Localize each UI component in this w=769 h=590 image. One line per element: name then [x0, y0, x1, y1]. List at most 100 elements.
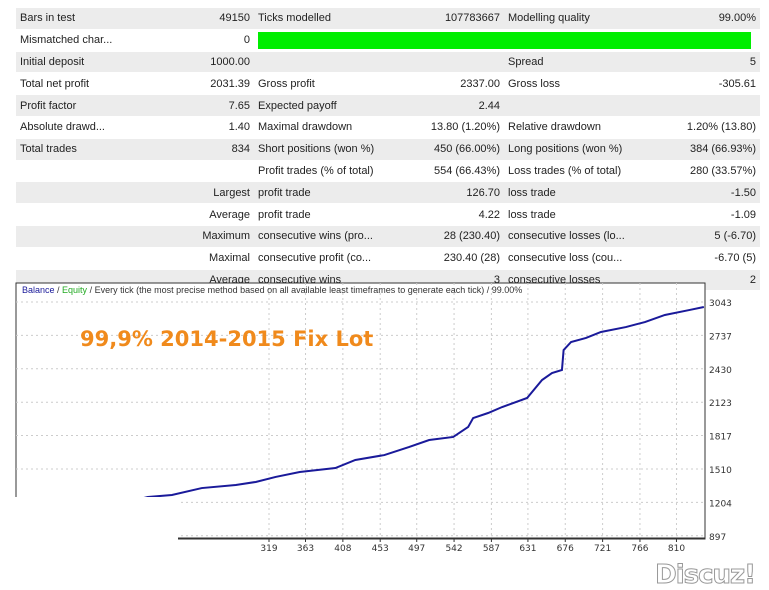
x-tick-label: 810: [668, 544, 685, 554]
cell-label: [16, 181, 170, 205]
cell-label: Long positions (won %): [504, 138, 666, 161]
report-table: Bars in test 49150 Ticks modelled 107783667…: [16, 8, 760, 292]
cell-label: [16, 247, 170, 270]
cell-label: Modelling quality: [504, 8, 666, 30]
cell-label: [16, 203, 170, 226]
cell-value: -1.09: [666, 203, 760, 226]
cell-value: -1.50: [666, 181, 760, 205]
balance-line: [96, 306, 705, 509]
cell-value: 450 (66.00%): [416, 138, 504, 161]
x-tick-label: 497: [408, 544, 425, 554]
cell-value: 230.40 (28): [416, 247, 504, 270]
cell-value: 107783667: [416, 8, 504, 30]
cell-label: Profit factor: [16, 94, 170, 117]
cell-label: profit trade: [254, 181, 416, 205]
cell-label: Initial deposit: [16, 51, 170, 74]
cell-value: 5: [666, 51, 760, 74]
cell-value: 2337.00: [416, 72, 504, 96]
y-tick-label: 1817: [709, 433, 732, 443]
balance-chart: Balance / Equity / Every tick (the most …: [0, 282, 732, 586]
cell-value: [666, 94, 760, 117]
report-row: Profit factor 7.65 Expected payoff 2.44: [16, 94, 760, 117]
cell-value: 99.00%: [666, 8, 760, 30]
cell-value: 4.22: [416, 203, 504, 226]
x-tick-label: 631: [519, 544, 536, 554]
cell-label: Ticks modelled: [254, 8, 416, 30]
discuz-watermark: Discuz!: [655, 560, 757, 590]
cell-label: Bars in test: [16, 8, 170, 30]
cell-label: loss trade: [504, 181, 666, 205]
y-tick-label: 897: [709, 533, 726, 543]
report-row: Mismatched char... 0: [16, 29, 760, 52]
report-row: Absolute drawd... 1.40 Maximal drawdown 13.…: [16, 116, 760, 139]
cell-value: -305.61: [666, 72, 760, 96]
cell-value: 1.40: [170, 116, 254, 139]
x-tick-label: 721: [594, 544, 611, 554]
cell-label: consecutive loss (cou...: [504, 247, 666, 270]
y-tick-label: 3043: [709, 299, 732, 309]
report-row: Initial deposit 1000.00 Spread 5: [16, 51, 760, 74]
plot-area: [15, 282, 706, 540]
report-row: Maximal consecutive profit (co... 230.40 (…: [16, 247, 760, 270]
cell-value: 49150: [170, 8, 254, 30]
cell-label: Loss trades (% of total): [504, 160, 666, 183]
cell-value: 1.20% (13.80): [666, 116, 760, 139]
cell-value: 384 (66.93%): [666, 138, 760, 161]
cell-label: [254, 51, 416, 74]
cell-value: 2031.39: [170, 72, 254, 96]
cell-label: consecutive wins (pro...: [254, 225, 416, 248]
x-tick-label: 676: [557, 544, 574, 554]
cell-value: [416, 51, 504, 74]
cell-label: Absolute drawd...: [16, 116, 170, 139]
cell-value: 280 (33.57%): [666, 160, 760, 183]
cell-label: profit trade: [254, 203, 416, 226]
y-tick-label: 1510: [709, 466, 732, 476]
cell-value: Largest: [170, 181, 254, 205]
cell-label: consecutive profit (co...: [254, 247, 416, 270]
cell-label: Mismatched char...: [16, 29, 170, 52]
report-row: Total trades 834 Short positions (won %) 45…: [16, 138, 760, 161]
cell-label: Gross loss: [504, 72, 666, 96]
cell-label: Gross profit: [254, 72, 416, 96]
y-tick-label: 1204: [709, 499, 732, 509]
cell-label: [16, 225, 170, 248]
cell-label: loss trade: [504, 203, 666, 226]
cell-value: 834: [170, 138, 254, 161]
report-row: Total net profit 2031.39 Gross profit 2337.…: [16, 72, 760, 96]
x-tick-label: 766: [631, 544, 648, 554]
cell-label: Profit trades (% of total): [254, 160, 416, 183]
chart-title: Balance / Equity / Every tick (the most …: [22, 285, 522, 295]
cell-value: 554 (66.43%): [416, 160, 504, 183]
cell-value: 2.44: [416, 94, 504, 117]
cell-value: Maximum: [170, 225, 254, 248]
cell-label: consecutive losses (lo...: [504, 225, 666, 248]
y-tick-label: 2123: [709, 399, 732, 409]
cell-label: Expected payoff: [254, 94, 416, 117]
x-tick-label: 408: [334, 544, 351, 554]
cell-label: Relative drawdown: [504, 116, 666, 139]
cell-label: Total trades: [16, 138, 170, 161]
x-tick-label: 453: [372, 544, 389, 554]
cropped-area: [0, 497, 178, 586]
cell-label: Maximal drawdown: [254, 116, 416, 139]
x-tick-label: 587: [483, 544, 500, 554]
cell-value: 126.70: [416, 181, 504, 205]
modelling-quality-bar: [254, 29, 760, 52]
cell-value: 7.65: [170, 94, 254, 117]
cell-value: 1000.00: [170, 51, 254, 74]
report-row: Maximum consecutive wins (pro... 28 (230.4…: [16, 225, 760, 248]
cell-label: [504, 94, 666, 117]
x-tick-label: 542: [445, 544, 462, 554]
cell-value: 0: [170, 29, 254, 52]
report-row: Bars in test 49150 Ticks modelled 107783667…: [16, 8, 760, 30]
cell-value: -6.70 (5): [666, 247, 760, 270]
cell-label: [16, 160, 170, 183]
y-tick-label: 2737: [709, 332, 732, 342]
cell-value: 13.80 (1.20%): [416, 116, 504, 139]
y-tick-label: 2430: [709, 366, 732, 376]
cell-value: Maximal: [170, 247, 254, 270]
cell-value: 5 (-6.70): [666, 225, 760, 248]
cell-value: [170, 160, 254, 183]
report-row: Profit trades (% of total) 554 (66.43%) Lo…: [16, 160, 760, 183]
x-tick-label: 363: [297, 544, 314, 554]
